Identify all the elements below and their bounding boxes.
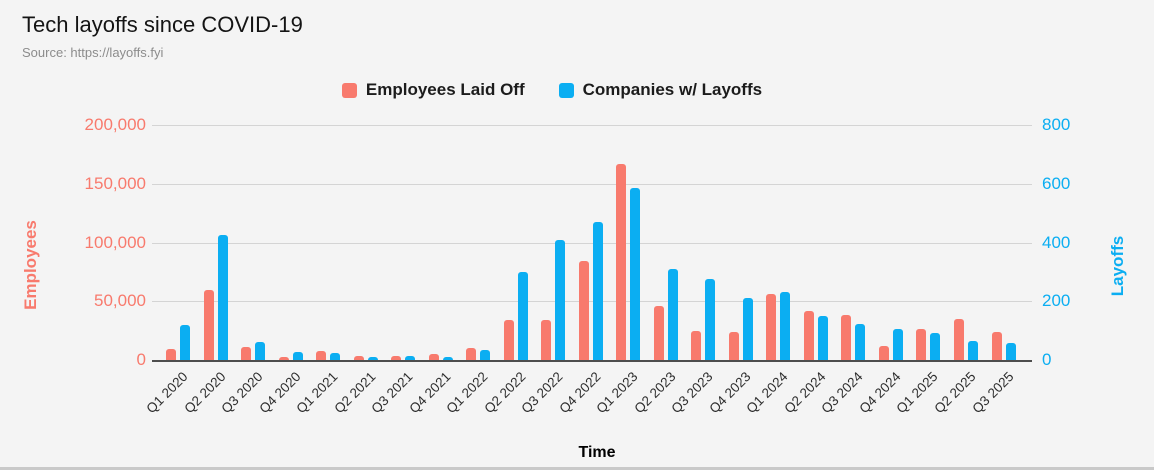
legend-label-employees: Employees Laid Off — [365, 80, 525, 99]
bar-companies-q1-2020[interactable] — [180, 324, 190, 360]
source-caption: Source: https://layoffs.fyi — [22, 45, 164, 60]
bar-employees-q4-2022[interactable] — [578, 261, 589, 360]
bar-employees-q3-2023[interactable] — [691, 331, 702, 360]
bar-companies-q3-2023[interactable] — [705, 279, 716, 360]
x-axis-title: Time — [578, 444, 616, 461]
bar-companies-q2-2023[interactable] — [667, 268, 678, 360]
page-title: Tech layoffs since COVID-19 — [22, 12, 303, 37]
bottom-edge-strip — [0, 467, 1154, 470]
bar-employees-q1-2022[interactable] — [466, 348, 477, 360]
gridline — [152, 183, 1032, 185]
bar-employees-q2-2023[interactable] — [653, 305, 664, 360]
bar-companies-q1-2024[interactable] — [780, 291, 791, 360]
bar-employees-q2-2025[interactable] — [953, 318, 964, 360]
bar-employees-q2-2021[interactable] — [353, 356, 364, 360]
legend-item-employees[interactable]: Employees Laid Off — [341, 80, 525, 100]
y-tick-right: 400 — [1042, 232, 1071, 252]
bar-employees-q2-2024[interactable] — [803, 310, 814, 360]
bar-employees-q1-2024[interactable] — [766, 293, 777, 360]
bar-employees-q2-2020[interactable] — [203, 289, 214, 360]
bar-companies-q1-2023[interactable] — [630, 188, 641, 360]
bar-companies-q2-2022[interactable] — [517, 271, 528, 360]
bar-employees-q3-2025[interactable] — [991, 331, 1002, 360]
bar-employees-q4-2023[interactable] — [728, 331, 739, 360]
bar-employees-q3-2022[interactable] — [541, 320, 552, 360]
bar-employees-q1-2020[interactable] — [166, 348, 176, 360]
bar-employees-q3-2024[interactable] — [841, 314, 852, 360]
bar-companies-q3-2021[interactable] — [405, 355, 416, 360]
legend-item-companies[interactable]: Companies w/ Layoffs — [558, 80, 763, 100]
y-tick-left: 200,000 — [84, 115, 146, 134]
bar-companies-q1-2022[interactable] — [480, 350, 491, 360]
bar-employees-q4-2021[interactable] — [428, 354, 439, 360]
bar-employees-q1-2023[interactable] — [616, 163, 627, 360]
bar-companies-q4-2024[interactable] — [892, 328, 903, 360]
bar-companies-q3-2025[interactable] — [1005, 342, 1016, 360]
bar-companies-q3-2020[interactable] — [255, 342, 266, 360]
bar-companies-q4-2023[interactable] — [742, 298, 753, 360]
bar-employees-q3-2020[interactable] — [241, 346, 252, 360]
bar-companies-q2-2024[interactable] — [817, 315, 828, 360]
bar-companies-q1-2025[interactable] — [930, 332, 941, 360]
bar-companies-q3-2024[interactable] — [855, 323, 866, 360]
bar-employees-q4-2024[interactable] — [878, 345, 889, 360]
y-tick-right: 800 — [1042, 115, 1071, 134]
bar-companies-q4-2020[interactable] — [292, 351, 303, 360]
bar-companies-q2-2021[interactable] — [367, 357, 378, 360]
bar-employees-q1-2025[interactable] — [916, 328, 927, 360]
bar-companies-q2-2025[interactable] — [967, 340, 978, 360]
bar-companies-q2-2020[interactable] — [217, 235, 228, 360]
y-tick-left: 100,000 — [84, 232, 146, 252]
bar-employees-q1-2021[interactable] — [316, 350, 327, 360]
bar-employees-q3-2021[interactable] — [391, 355, 402, 360]
y-tick-right: 600 — [1042, 173, 1071, 193]
bar-employees-q4-2020[interactable] — [278, 357, 289, 360]
bar-employees-q2-2022[interactable] — [503, 320, 514, 360]
legend-label-companies: Companies w/ Layoffs — [582, 80, 763, 99]
y-tick-left: 0 — [136, 350, 146, 369]
employees-swatch-icon — [341, 82, 357, 98]
bar-companies-q4-2022[interactable] — [592, 221, 603, 360]
legend: Employees Laid Off Companies w/ Layoffs — [0, 80, 1104, 100]
gridline — [152, 242, 1032, 244]
gridline — [152, 125, 1032, 126]
y-tick-left: 50,000 — [94, 291, 146, 311]
y-tick-right: 0 — [1042, 350, 1052, 369]
y-tick-right: 200 — [1042, 291, 1071, 311]
bar-companies-q1-2021[interactable] — [330, 352, 341, 360]
y-tick-left: 150,000 — [84, 173, 146, 193]
plot-area — [152, 125, 1032, 362]
companies-swatch-icon — [558, 82, 574, 98]
gridline — [152, 301, 1032, 303]
bar-companies-q4-2021[interactable] — [442, 357, 453, 360]
left-axis-title: Employees — [21, 220, 40, 310]
bar-companies-q3-2022[interactable] — [555, 239, 566, 360]
